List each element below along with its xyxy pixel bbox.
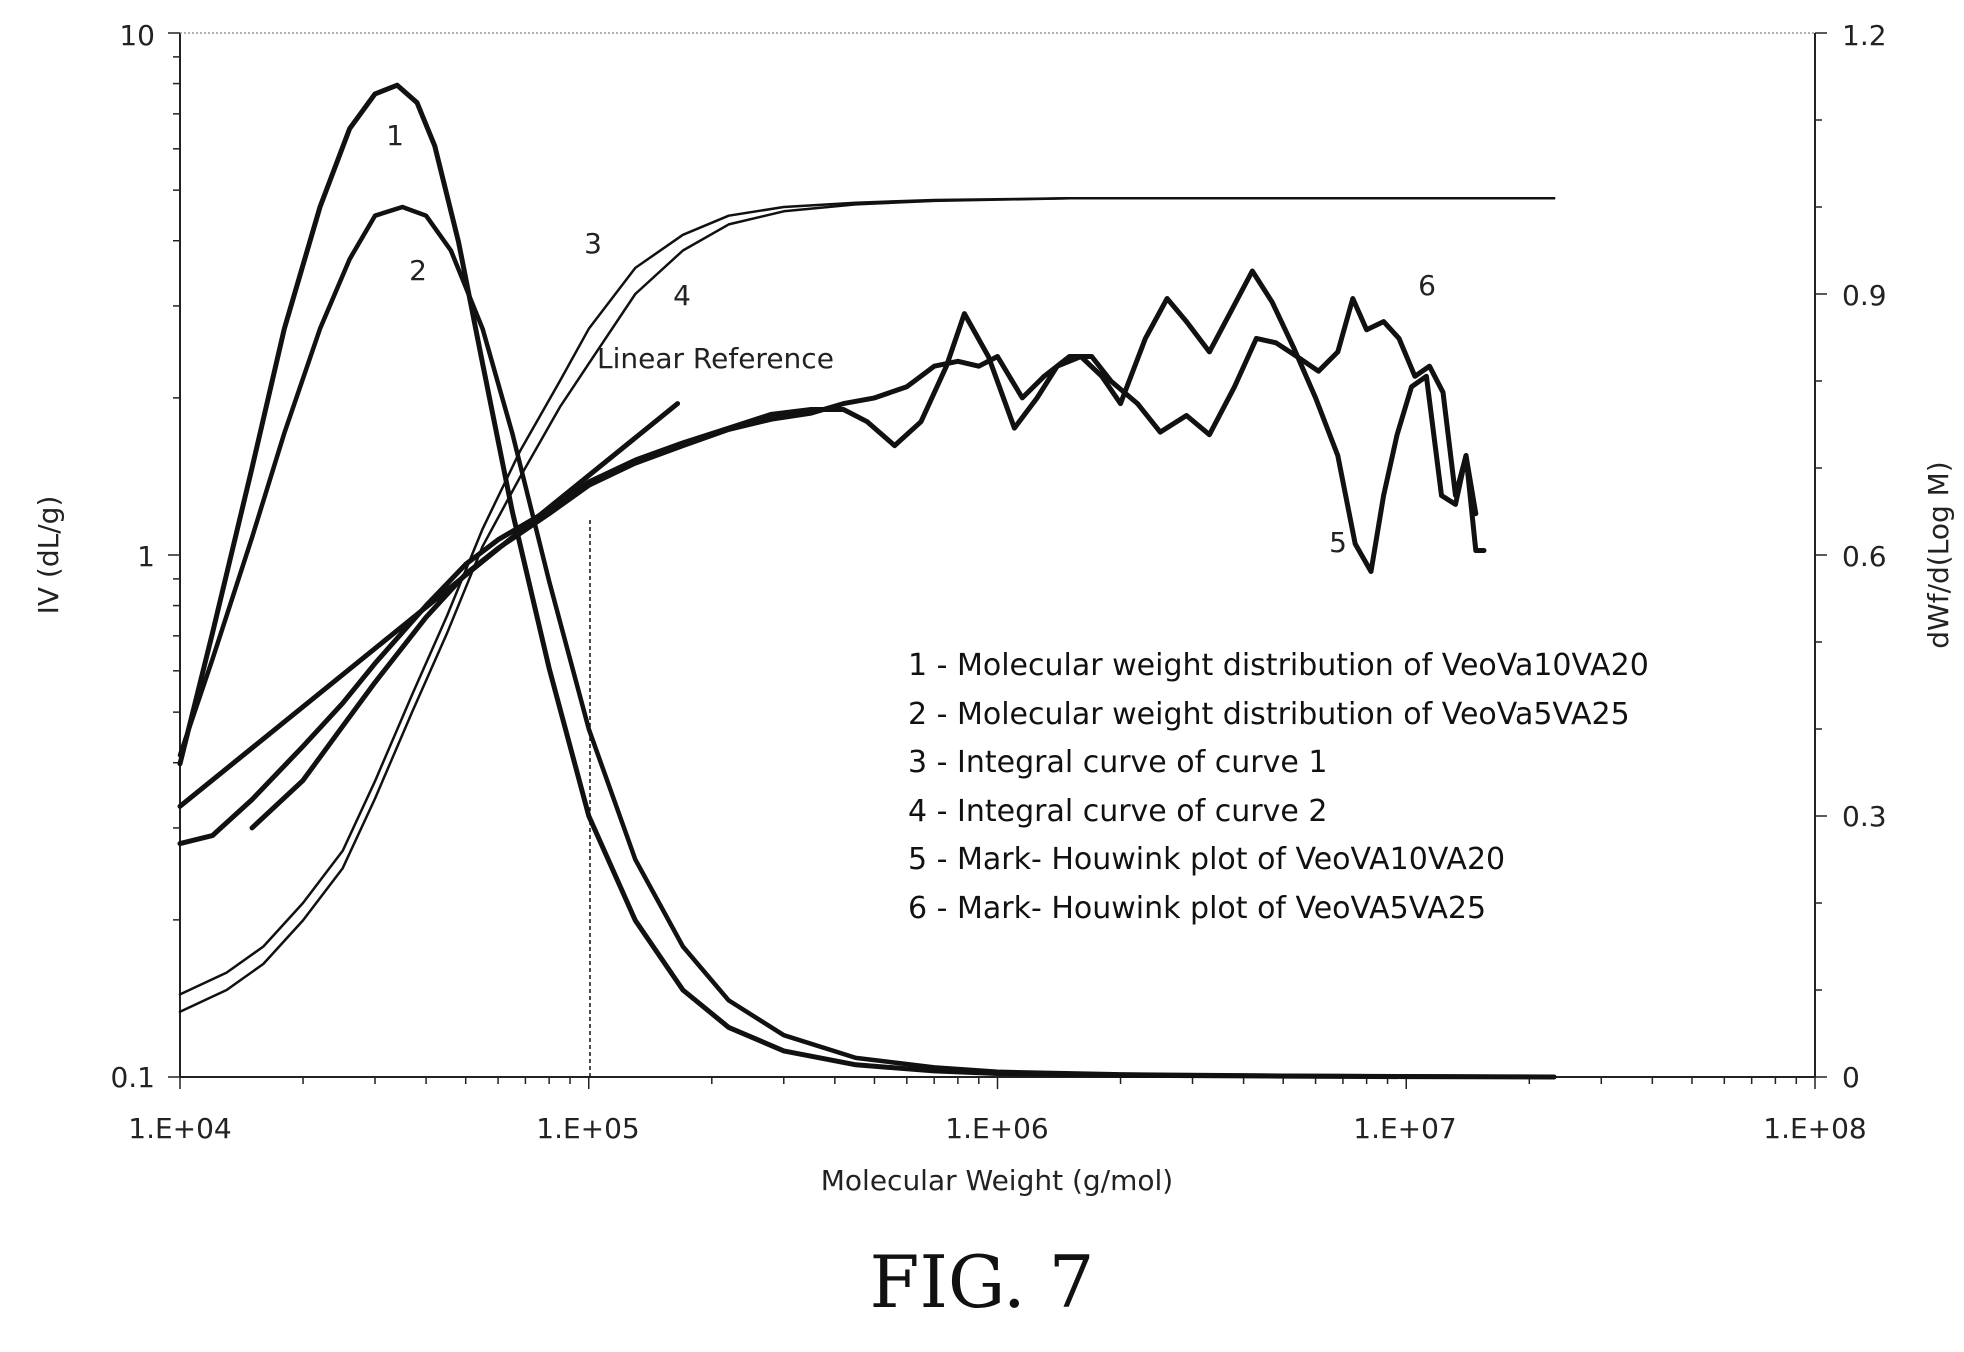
series-1-mwd-veova10va20 bbox=[177, 82, 1557, 1080]
x-tick-label-1e4: 1.E+04 bbox=[128, 1112, 232, 1145]
curve-label-5: 5 bbox=[1329, 526, 1347, 559]
y-right-axis-title: dWf/d(Log M) bbox=[1922, 461, 1955, 648]
y-left-tick-label-1: 1 bbox=[137, 540, 155, 573]
legend-entry-5: 5 - Mark- Houwink plot of VeoVA10VA20 bbox=[908, 842, 1505, 877]
curve-label-2: 2 bbox=[409, 254, 427, 287]
legend-entry-2: 2 - Molecular weight distribution of Veo… bbox=[908, 697, 1630, 732]
series-layer bbox=[177, 82, 1557, 1080]
curve-label-6: 6 bbox=[1418, 269, 1436, 302]
y-right-tick-label-1.2: 1.2 bbox=[1842, 19, 1887, 52]
legend-entry-1: 1 - Molecular weight distribution of Veo… bbox=[908, 648, 1649, 683]
ticks bbox=[168, 32, 1827, 1089]
curve-label-4: 4 bbox=[673, 279, 691, 312]
series-5-mark-houwink-veova10va20 bbox=[177, 268, 1487, 847]
curve-label-3: 3 bbox=[584, 227, 602, 260]
y-right-tick-label-0: 0 bbox=[1842, 1061, 1860, 1094]
y-left-tick-label-10: 10 bbox=[119, 19, 155, 52]
y-left-tick-label-0.1: 0.1 bbox=[110, 1061, 155, 1094]
x-tick-label-1e7: 1.E+07 bbox=[1353, 1112, 1457, 1145]
series-6-mark-houwink-veova5va25 bbox=[249, 296, 1479, 831]
y-right-tick-label-0.6: 0.6 bbox=[1842, 540, 1887, 573]
y-left-axis-title: IV (dL/g) bbox=[32, 496, 65, 615]
curve-label-1: 1 bbox=[386, 119, 404, 152]
legend-entry-3: 3 - Integral curve of curve 1 bbox=[908, 745, 1327, 780]
x-tick-label-1e5: 1.E+05 bbox=[536, 1112, 640, 1145]
legend: 1 - Molecular weight distribution of Veo… bbox=[908, 648, 1649, 926]
figure-caption: FIG. 7 bbox=[870, 1240, 1095, 1324]
y-right-tick-label-0.3: 0.3 bbox=[1842, 800, 1887, 833]
x-tick-label-1e8: 1.E+08 bbox=[1763, 1112, 1867, 1145]
series-linear-reference bbox=[177, 401, 681, 809]
series-4-integral-curve-2 bbox=[178, 197, 1556, 1014]
legend-entry-4: 4 - Integral curve of curve 2 bbox=[908, 794, 1327, 829]
series-2-mwd-veova5va25 bbox=[177, 204, 1557, 1080]
legend-entry-6: 6 - Mark- Houwink plot of VeoVA5VA25 bbox=[908, 891, 1486, 926]
x-axis-title: Molecular Weight (g/mol) bbox=[821, 1164, 1173, 1197]
linear-reference-label: Linear Reference bbox=[597, 342, 834, 375]
x-tick-label-1e6: 1.E+06 bbox=[945, 1112, 1049, 1145]
y-right-tick-label-0.9: 0.9 bbox=[1842, 279, 1887, 312]
